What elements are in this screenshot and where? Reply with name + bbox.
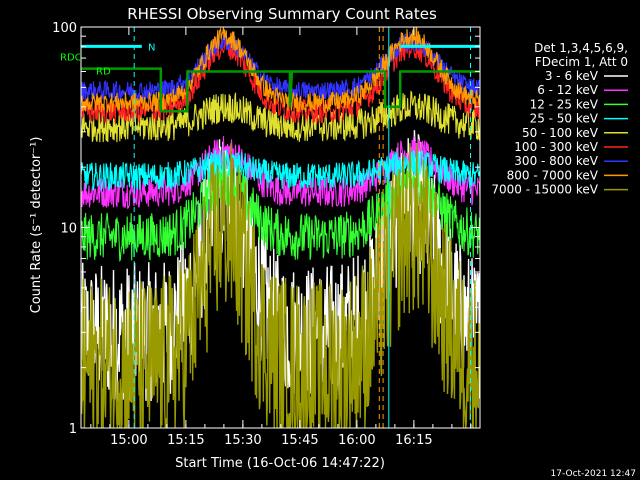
legend-entry-label: 3 - 6 keV xyxy=(545,69,599,83)
footer-date: 17-Oct-2021 12:47 xyxy=(551,469,636,479)
legend-entry-label: 25 - 50 keV xyxy=(530,112,599,126)
series-line-4 xyxy=(81,148,480,191)
x-tick-label: 15:45 xyxy=(281,433,318,448)
x-tick-label: 15:00 xyxy=(110,433,147,448)
y-tick-label: 10 xyxy=(60,222,77,237)
legend-header-line-2: FDecim 1, Att 0 xyxy=(535,55,628,69)
series-line-7 xyxy=(81,31,480,102)
legend-entry-label: 800 - 7000 keV xyxy=(507,168,599,182)
legend-entry-label: 300 - 800 keV xyxy=(514,154,598,168)
legend: Det 1,3,4,5,6,9, FDecim 1, Att 0 3 - 6 k… xyxy=(491,41,628,197)
chart-title: RHESSI Observing Summary Count Rates xyxy=(127,5,437,23)
y-axis-ticks: 1 10 100 xyxy=(52,21,480,437)
annotation-n: N xyxy=(148,42,155,53)
y-axis-label: Count Rate (s⁻¹ detector⁻¹) xyxy=(29,137,44,314)
series-line-8 xyxy=(81,27,480,114)
legend-entry-label: 7000 - 15000 keV xyxy=(491,183,598,197)
y-tick-label: 100 xyxy=(52,21,77,36)
annotation-rdc: RDC xyxy=(60,53,82,64)
x-axis-label: Start Time (16-Oct-06 14:47:22) xyxy=(175,456,385,471)
x-tick-label: 15:30 xyxy=(224,433,261,448)
legend-entry-label: 6 - 12 keV xyxy=(537,83,599,97)
y-tick-label: 1 xyxy=(69,422,77,437)
annotation-rd: RD xyxy=(96,66,111,77)
x-tick-label: 16:15 xyxy=(395,433,432,448)
legend-entry-label: 50 - 100 keV xyxy=(522,126,599,140)
series-line-3 xyxy=(81,159,480,262)
legend-entry-label: 12 - 25 keV xyxy=(530,97,599,111)
x-tick-label: 16:00 xyxy=(338,433,375,448)
x-axis-ticks: 15:00 15:15 15:30 15:45 16:00 16:15 xyxy=(90,27,472,448)
series-line-2 xyxy=(81,135,480,210)
plot-area xyxy=(81,27,480,428)
legend-header-line-1: Det 1,3,4,5,6,9, xyxy=(534,41,628,55)
x-tick-label: 15:15 xyxy=(167,433,204,448)
legend-entry-label: 100 - 300 keV xyxy=(514,140,598,154)
series-line-9 xyxy=(81,142,480,428)
decimation-state-line xyxy=(81,67,480,113)
series-line-5 xyxy=(81,90,480,143)
